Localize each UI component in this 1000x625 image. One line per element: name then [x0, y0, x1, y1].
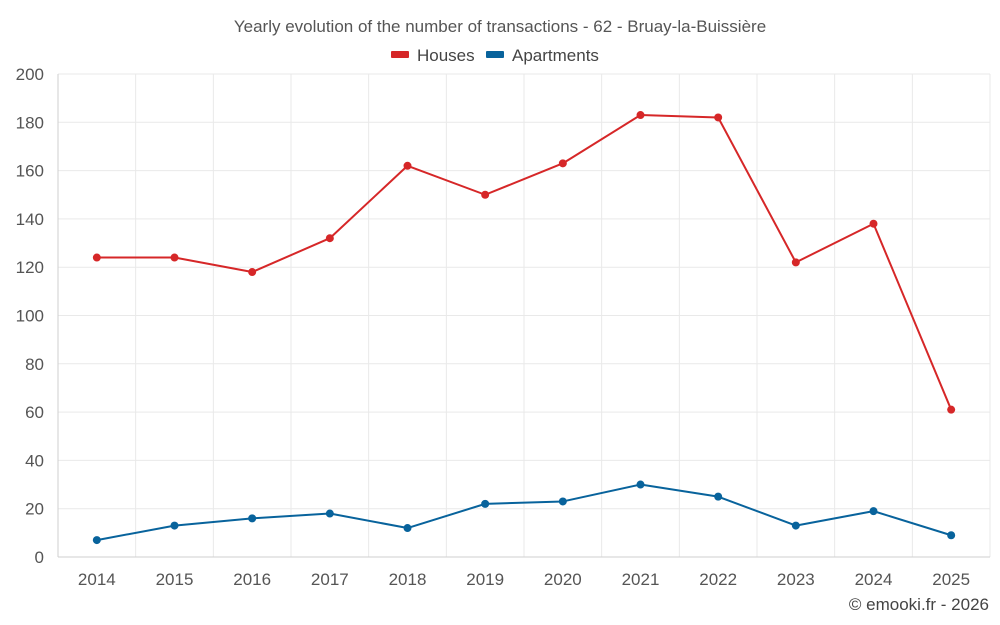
data-point-houses-2019[interactable]	[481, 190, 490, 199]
y-tick-label-60: 60	[25, 403, 44, 422]
series-points	[92, 111, 956, 545]
data-point-apartments-2016[interactable]	[248, 514, 257, 523]
data-point-houses-2015[interactable]	[170, 253, 179, 262]
legend-label-apartments: Apartments	[512, 46, 599, 65]
credit-text: © emooki.fr - 2026	[849, 595, 989, 614]
data-point-apartments-2021[interactable]	[636, 480, 645, 489]
data-point-apartments-2020[interactable]	[558, 497, 567, 506]
x-tick-label-2022: 2022	[699, 570, 737, 589]
data-point-houses-2018[interactable]	[403, 161, 412, 170]
data-point-houses-2024[interactable]	[869, 219, 878, 228]
data-point-houses-2016[interactable]	[248, 268, 257, 277]
x-tick-label-2018: 2018	[389, 570, 427, 589]
y-tick-label-200: 200	[16, 65, 44, 84]
data-point-apartments-2023[interactable]	[791, 521, 800, 530]
legend-label-houses: Houses	[417, 46, 475, 65]
legend-item-houses[interactable]: Houses	[391, 46, 475, 65]
x-tick-label-2017: 2017	[311, 570, 349, 589]
legend: Houses Apartments	[391, 46, 599, 65]
y-tick-label-180: 180	[16, 113, 44, 132]
y-tick-label-40: 40	[25, 451, 44, 470]
y-tick-label-160: 160	[16, 162, 44, 181]
data-point-houses-2021[interactable]	[636, 111, 645, 120]
x-tick-label-2021: 2021	[622, 570, 660, 589]
x-tick-label-2024: 2024	[855, 570, 893, 589]
x-tick-label-2019: 2019	[466, 570, 504, 589]
legend-swatch-houses	[391, 51, 409, 58]
data-point-apartments-2019[interactable]	[481, 499, 490, 508]
y-tick-label-100: 100	[16, 307, 44, 326]
data-point-houses-2023[interactable]	[791, 258, 800, 267]
data-point-houses-2025[interactable]	[947, 405, 956, 414]
x-axis: 2014 2015 2016 2017 2018 2019 2020 2021 2022 2023…	[78, 570, 970, 589]
y-tick-label-0: 0	[35, 548, 44, 567]
y-tick-label-80: 80	[25, 355, 44, 374]
x-tick-label-2016: 2016	[233, 570, 271, 589]
data-point-apartments-2022[interactable]	[714, 492, 723, 501]
legend-swatch-apartments	[486, 51, 504, 58]
data-point-apartments-2024[interactable]	[869, 507, 878, 516]
x-tick-label-2015: 2015	[156, 570, 194, 589]
chart-title: Yearly evolution of the number of transa…	[234, 17, 766, 36]
data-point-apartments-2014[interactable]	[92, 536, 101, 545]
data-point-apartments-2017[interactable]	[325, 509, 334, 518]
data-point-apartments-2015[interactable]	[170, 521, 179, 530]
series-line-houses	[96, 114, 953, 411]
y-axis: 0 20 40 60 80 100 120 140 160 180 200	[16, 65, 44, 567]
legend-item-apartments[interactable]: Apartments	[486, 46, 599, 65]
data-point-houses-2020[interactable]	[558, 159, 567, 168]
x-tick-label-2014: 2014	[78, 570, 116, 589]
data-point-apartments-2018[interactable]	[403, 524, 412, 533]
y-tick-label-20: 20	[25, 500, 44, 519]
data-point-houses-2014[interactable]	[92, 253, 101, 262]
series-line-apartments	[96, 483, 952, 542]
data-point-houses-2022[interactable]	[714, 113, 723, 122]
y-tick-label-120: 120	[16, 258, 44, 277]
data-point-apartments-2025[interactable]	[947, 531, 956, 540]
data-point-houses-2017[interactable]	[325, 234, 334, 243]
x-tick-label-2020: 2020	[544, 570, 582, 589]
y-tick-label-140: 140	[16, 210, 44, 229]
x-tick-label-2025: 2025	[932, 570, 970, 589]
x-tick-label-2023: 2023	[777, 570, 815, 589]
series-lines	[96, 114, 953, 542]
grid	[57, 73, 991, 558]
